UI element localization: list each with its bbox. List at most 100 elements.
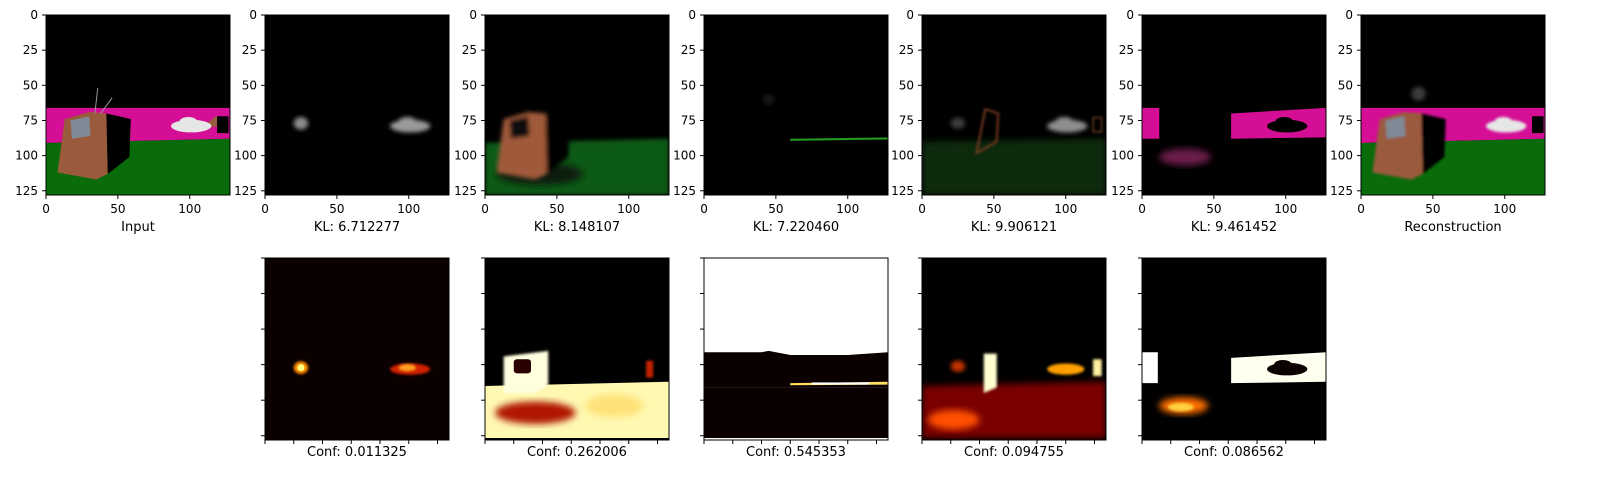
heat-floor-hot	[927, 409, 980, 430]
wall-left	[1142, 107, 1160, 139]
faint-antenna	[1411, 86, 1426, 101]
y-tick-label: 0	[906, 8, 914, 22]
y-tick-label: 0	[688, 8, 696, 22]
x-tick-label: 0	[261, 202, 269, 216]
top-panel-input: 0 25 50 75 100 125 0 50 100 Input	[15, 8, 231, 235]
heatmap-label: Conf: 0.262006	[527, 445, 627, 460]
small-box	[1532, 116, 1544, 134]
heat-car	[1047, 363, 1085, 375]
heatmap-panel-4: Conf: 0.094755	[918, 257, 1107, 460]
x-tick-label: 50	[329, 202, 344, 216]
panel-frame	[921, 14, 1107, 196]
background	[265, 258, 449, 440]
panel-frame	[1360, 14, 1546, 196]
panel-frame	[703, 14, 889, 196]
y-tick-label: 75	[242, 113, 257, 127]
heatmap-panel-1: Conf: 0.011325	[261, 257, 450, 460]
y-tick-label: 100	[1111, 149, 1134, 163]
heatmap-image	[1142, 258, 1326, 440]
heatmap-image	[704, 258, 888, 440]
y-tick-label: 0	[1345, 8, 1353, 22]
x-tick-label: 100	[397, 202, 420, 216]
y-tick-label: 25	[681, 43, 696, 57]
y-tick-label: 125	[673, 184, 696, 198]
background	[1142, 15, 1326, 195]
top-panel-slot-wall: 0 25 50 75 100 125 0 50 100 KL: 9.461452	[1111, 8, 1327, 235]
heat-box	[646, 360, 654, 378]
tv-side	[1421, 113, 1446, 174]
y-tick-label: 75	[1338, 113, 1353, 127]
x-tick-label: 0	[700, 202, 708, 216]
panel-image	[922, 15, 1106, 195]
heat-screen	[513, 359, 531, 374]
y-tick-label: 50	[681, 78, 696, 92]
top-panel-reconstruction: 0 25 50 75 100 125 0 50 100 Reconstruction	[1330, 8, 1546, 235]
panel-label: Reconstruction	[1404, 220, 1501, 235]
x-tick-label: 50	[1425, 202, 1440, 216]
x-tick-label: 100	[178, 202, 201, 216]
car-roof	[398, 116, 416, 126]
heat-shadow	[495, 401, 576, 424]
heatmap-panel-5: Conf: 0.086562	[1138, 257, 1327, 460]
car-hole	[1267, 116, 1308, 133]
panel-label: KL: 9.461452	[1191, 220, 1277, 235]
y-tick-label: 100	[891, 149, 914, 163]
tv-object	[57, 112, 131, 180]
y-tick-label: 0	[469, 8, 477, 22]
tv-side	[106, 113, 131, 174]
y-tick-label: 100	[15, 149, 38, 163]
x-tick-label: 100	[617, 202, 640, 216]
y-tick-label: 0	[1126, 8, 1134, 22]
y-tick-label: 75	[462, 113, 477, 127]
car-roof	[1055, 116, 1073, 126]
x-tick-label: 0	[481, 202, 489, 216]
panel-label: KL: 9.906121	[971, 220, 1057, 235]
y-tick-label: 75	[23, 113, 38, 127]
small-box	[217, 116, 229, 134]
tv-object	[496, 112, 570, 180]
y-tick-label: 100	[234, 149, 257, 163]
floor-slot	[922, 138, 1106, 195]
y-tick-label: 25	[242, 43, 257, 57]
x-tick-label: 50	[110, 202, 125, 216]
y-tick-label: 125	[15, 184, 38, 198]
heat-horizon-core	[811, 382, 870, 385]
heat-core	[297, 364, 305, 372]
y-tick-label: 75	[899, 113, 914, 127]
panel-image	[704, 15, 888, 195]
tv-antenna	[94, 88, 99, 114]
heat-car-hole-roof	[1274, 359, 1292, 369]
panel-image	[1361, 15, 1545, 195]
panel-label: KL: 8.148107	[534, 220, 620, 235]
panel-frame	[1141, 257, 1327, 441]
panel-frame	[1141, 14, 1327, 196]
y-tick-label: 125	[454, 184, 477, 198]
slot-blob	[950, 117, 966, 129]
panel-frame	[484, 14, 670, 196]
panel-image	[265, 15, 449, 195]
panel-frame	[484, 257, 670, 441]
panel-frame	[703, 257, 889, 441]
panel-image	[485, 15, 669, 195]
y-tick-label: 50	[1119, 78, 1134, 92]
y-tick-label: 25	[899, 43, 914, 57]
x-tick-label: 50	[986, 202, 1001, 216]
panel-frame	[921, 257, 1107, 441]
faint-blob	[762, 93, 775, 105]
tv-side	[545, 113, 570, 174]
heatmap-panel-3: Conf: 0.545353	[700, 257, 889, 460]
y-tick-label: 50	[462, 78, 477, 92]
y-tick-label: 50	[899, 78, 914, 92]
background	[704, 15, 888, 195]
y-tick-label: 125	[891, 184, 914, 198]
heatmap-label: Conf: 0.086562	[1184, 445, 1284, 460]
tv-body	[496, 112, 547, 180]
tv-screen	[509, 116, 530, 139]
x-tick-label: 0	[1357, 202, 1365, 216]
panel-image	[46, 15, 230, 195]
car-roof	[179, 116, 197, 126]
box-outline	[1092, 116, 1103, 133]
heat-box	[1093, 359, 1102, 377]
wall-smear	[1159, 148, 1211, 166]
